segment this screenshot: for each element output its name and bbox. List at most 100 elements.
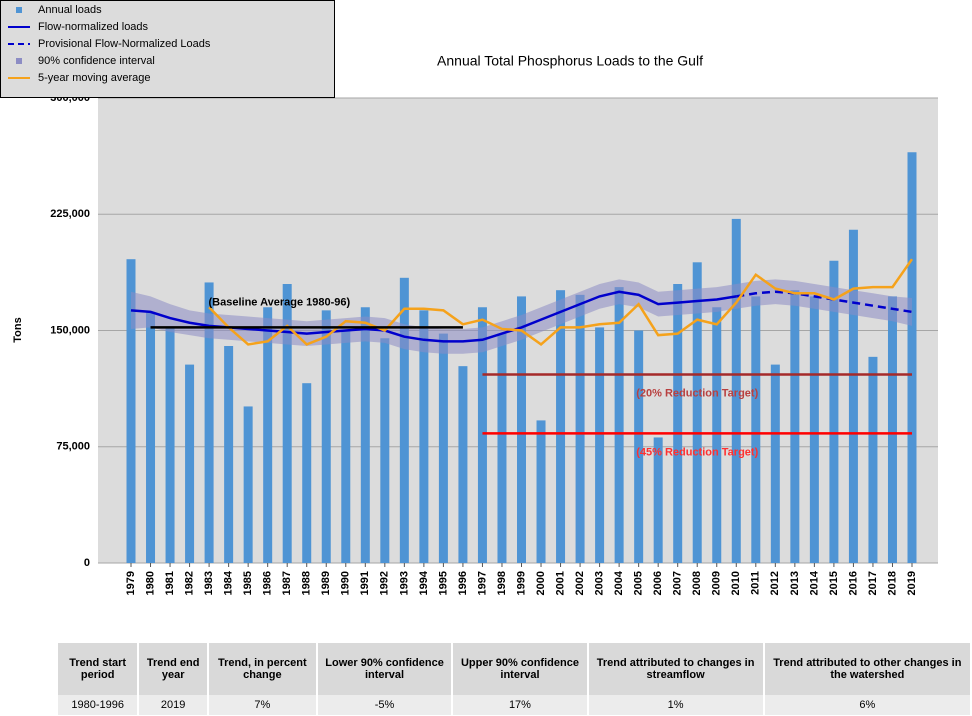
x-tick-label: 1996 — [457, 571, 469, 595]
x-tick-label: 2013 — [789, 571, 801, 595]
x-tick-label: 2005 — [633, 571, 645, 595]
bar — [360, 307, 370, 563]
bar — [126, 259, 136, 563]
header-cell: Lower 90% confidence interval — [316, 643, 454, 695]
x-tick-label: 2002 — [574, 571, 586, 595]
bar — [575, 294, 585, 563]
table-cell: 1% — [587, 695, 765, 715]
x-tick-label: 1992 — [379, 571, 391, 595]
bar — [165, 327, 175, 563]
x-tick-label: 1982 — [183, 571, 195, 595]
chart: Annual Total Phosphorus Loads to the Gul… — [0, 0, 938, 595]
chart-title: Annual Total Phosphorus Loads to the Gul… — [437, 53, 703, 69]
x-tick-label: 2010 — [730, 571, 742, 595]
table-cell: 6% — [763, 695, 972, 715]
bar — [146, 311, 156, 563]
bar — [673, 284, 683, 563]
x-tick-label: 2018 — [886, 571, 898, 595]
bar — [399, 277, 409, 563]
bar — [458, 366, 468, 563]
header-cell: Trend end year — [138, 643, 209, 695]
x-tick-label: 1979 — [125, 571, 137, 595]
table-cell: 1980-1996 — [58, 695, 140, 715]
legend-item: 5-year moving average — [8, 72, 151, 84]
x-tick-label: 1983 — [203, 571, 215, 595]
legend-label: Flow-normalized loads — [38, 21, 149, 33]
x-tick-label: 2000 — [535, 571, 547, 595]
reference-label: (Baseline Average 1980-96) — [209, 296, 351, 308]
x-tick-label: 2017 — [867, 571, 879, 595]
x-tick-label: 2009 — [711, 571, 723, 595]
table-cell: 7% — [207, 695, 318, 715]
header-cell: Trend attributed to other changes in the… — [763, 643, 972, 695]
bar — [380, 338, 390, 563]
bar — [321, 310, 331, 563]
header-row: Trend start period Trend end year Trend, i… — [58, 643, 972, 695]
table-row: 1980-1996 2019 7% -5% 17% 1% 6% — [58, 695, 972, 715]
bar — [692, 262, 702, 563]
legend-label: Annual loads — [38, 4, 102, 16]
bar — [790, 290, 800, 563]
legend-swatch — [16, 58, 22, 64]
bar — [712, 307, 722, 563]
y-tick-label: 225,000 — [50, 208, 90, 220]
bar — [809, 296, 819, 563]
legend-item: Annual loads — [16, 4, 102, 16]
legend-box — [0, 0, 335, 98]
legend-label: 90% confidence interval — [38, 55, 155, 67]
bar — [556, 290, 566, 563]
legend-item: Provisional Flow-Normalized Loads — [8, 38, 211, 50]
x-tick-label: 2014 — [808, 570, 820, 595]
bar — [634, 330, 644, 563]
x-tick-label: 2016 — [847, 571, 859, 595]
x-tick-label: 1980 — [144, 571, 156, 595]
x-tick-label: 1994 — [418, 570, 430, 595]
legend-item: Flow-normalized loads — [8, 21, 149, 33]
bar — [517, 296, 526, 563]
bar — [829, 260, 839, 563]
x-tick-label: 1988 — [301, 571, 313, 595]
x-tick-label: 2001 — [554, 571, 566, 595]
x-tick-label: 1993 — [398, 571, 410, 595]
x-tick-label: 1991 — [359, 571, 371, 595]
legend-label: Provisional Flow-Normalized Loads — [38, 38, 211, 50]
line — [736, 290, 913, 314]
bar — [204, 282, 214, 563]
table-cell: -5% — [316, 695, 454, 715]
line — [208, 258, 914, 347]
bar — [536, 420, 546, 563]
bar — [868, 356, 878, 563]
bar — [282, 284, 292, 563]
x-tick-label: 2003 — [594, 571, 606, 595]
bar — [477, 307, 487, 563]
x-tick-label: 1995 — [437, 571, 449, 595]
x-tick-label: 1997 — [476, 571, 488, 595]
bar — [263, 307, 273, 563]
bar — [419, 310, 429, 563]
x-tick-label: 2004 — [613, 570, 625, 595]
x-tick-label: 1998 — [496, 571, 508, 595]
bar — [907, 152, 917, 563]
x-tick-label: 1985 — [242, 571, 254, 595]
table-cell: 17% — [452, 695, 589, 715]
x-tick-label: 2015 — [828, 571, 840, 595]
x-tick-label: 1987 — [281, 571, 293, 595]
header-cell: Trend, in percent change — [207, 643, 318, 695]
bar — [497, 333, 507, 563]
x-tick-label: 2019 — [906, 571, 918, 595]
x-tick-label: 1986 — [262, 571, 274, 595]
header-cell: Upper 90% confidence interval — [452, 643, 589, 695]
table-body: 1980-1996 2019 7% -5% 17% 1% 6% — [58, 695, 972, 715]
x-tick-label: 1999 — [515, 571, 527, 595]
bar — [302, 383, 312, 563]
x-tick-label: 1981 — [164, 571, 176, 595]
header-cell: Trend attributed to changes in streamflo… — [587, 643, 765, 695]
bar — [770, 364, 780, 563]
y-axis-label: Tons — [12, 317, 24, 342]
bar — [185, 364, 195, 563]
x-tick-label: 2012 — [769, 571, 781, 595]
x-tick-label: 2007 — [672, 571, 684, 595]
x-tick-label: 2006 — [652, 571, 664, 595]
bar — [614, 287, 624, 563]
